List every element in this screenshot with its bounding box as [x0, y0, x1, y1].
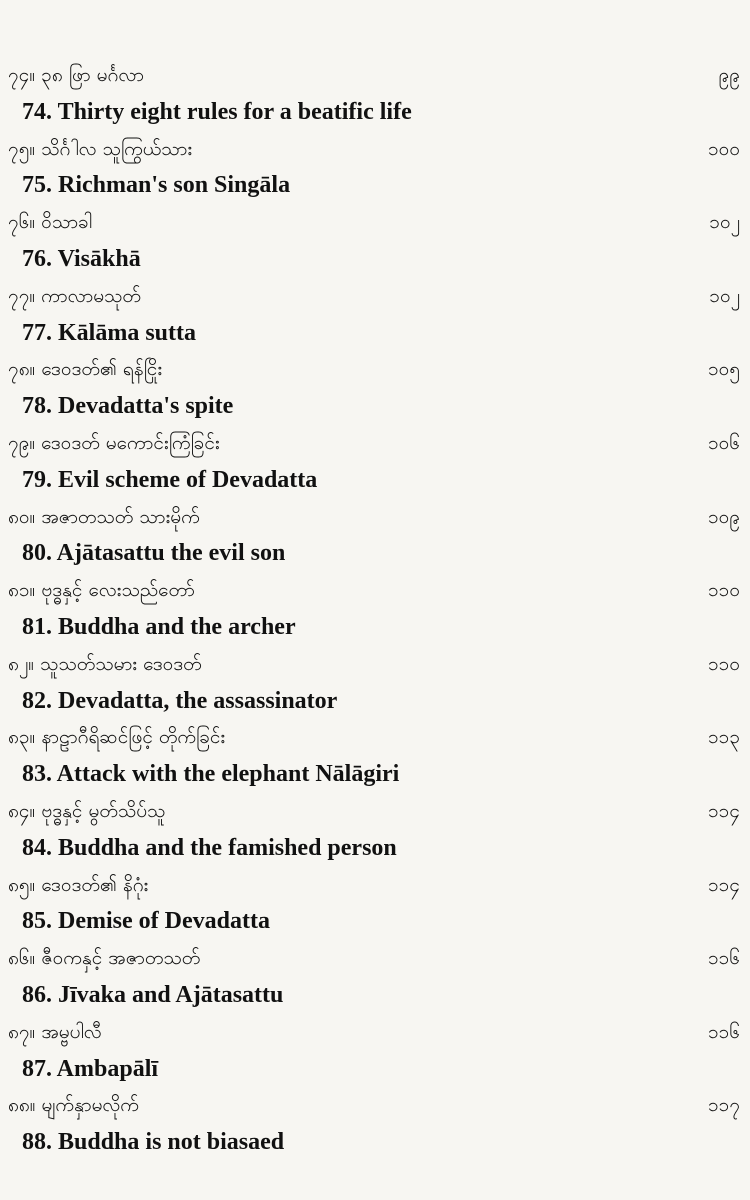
page-number: ၁၀၂ — [709, 211, 740, 234]
page-number: ၉၉ — [718, 64, 740, 86]
english-title: 88. Buddha is not biasaed — [22, 1129, 285, 1156]
page-number: ၁၁၄ — [707, 800, 740, 822]
page-number: ၁၀၀ — [707, 137, 740, 160]
burmese-title: ၈၄။ ဗုဒ္ဓနှင့် မွတ်သိပ်သူ — [8, 800, 166, 822]
burmese-title: ၈၁။ ဗုဒ္ဓနှင့် လေးသည်တော် — [8, 579, 195, 602]
page-number: ၁၁၃ — [707, 726, 740, 749]
english-title: 79. Evil scheme of Devadatta — [22, 466, 318, 493]
burmese-title: ၈၃။ နာဠာဂီရိဆင်ဖြင့် တိုက်ခြင်း — [8, 726, 226, 749]
english-title: 76. Visākhā — [22, 246, 141, 272]
english-title: 84. Buddha and the famished person — [22, 834, 397, 861]
english-title: 77. Kālāma sutta — [22, 319, 196, 346]
english-title: 85. Demise of Devadatta — [22, 908, 270, 935]
english-title: 86. Jīvaka and Ajātasattu — [22, 982, 284, 1008]
burmese-title: ၇၄။ ၃၈ ဖြာ မင်္ဂလာ — [8, 64, 144, 86]
page-number: ၁၀၅ — [707, 358, 740, 381]
page-number: ၁၁၇ — [707, 1094, 740, 1117]
page-number: ၁၁၄ — [707, 873, 740, 896]
page-number: ၁၁၆ — [707, 947, 740, 970]
burmese-title: ၇၈။ ဒေဝဒတ်၏ ရန်ငြိုး — [8, 358, 163, 381]
english-title: 75. Richman's son Singāla — [22, 172, 291, 199]
burmese-title: ၈၈။ မျက်နှာမလိုက် — [8, 1094, 139, 1117]
burmese-title: ၇၉။ ဒေဝဒတ် မကောင်းကြံခြင်း — [8, 432, 220, 454]
burmese-title: ၈၀။ အဇာတသတ် သားမိုက် — [8, 505, 200, 528]
page-number: ၁၀၉ — [707, 505, 740, 528]
burmese-title: ၇၇။ ကာလာမသုတ် — [8, 284, 141, 307]
burmese-title: ၈၂။ သူသတ်သမား ဒေဝဒတ် — [8, 652, 202, 675]
burmese-title: ၈၇။ အမ္ဗပါလီ — [8, 1020, 102, 1043]
page-number: ၁၁၀ — [707, 579, 740, 602]
burmese-title: ၇၆။ ဝိသာခါ — [8, 211, 92, 234]
burmese-title: ၇၅။ သိင်္ဂါလ သူကြွယ်သား — [8, 137, 193, 160]
english-title: 80. Ajātasattu the evil son — [22, 540, 286, 567]
english-title: 78. Devadatta's spite — [22, 393, 234, 420]
page-number: ၁၀၂ — [709, 284, 740, 307]
english-title: 81. Buddha and the archer — [22, 614, 296, 640]
burmese-title: ၈၆။ ဇီဝကနှင့် အဇာတသတ် — [8, 947, 201, 970]
english-title: 74. Thirty eight rules for a beatific li… — [22, 98, 412, 125]
english-title: 87. Ambapālī — [22, 1055, 159, 1082]
english-title: 82. Devadatta, the assassinator — [22, 687, 338, 714]
page-number: ၁၁၀ — [707, 652, 740, 675]
page-number: ၁၀၆ — [707, 432, 740, 454]
english-title: 83. Attack with the elephant Nālāgiri — [22, 761, 400, 788]
page-number: ၁၁၆ — [707, 1020, 740, 1043]
burmese-title: ၈၅။ ဒေဝဒတ်၏ နိဂုံး — [8, 873, 149, 896]
